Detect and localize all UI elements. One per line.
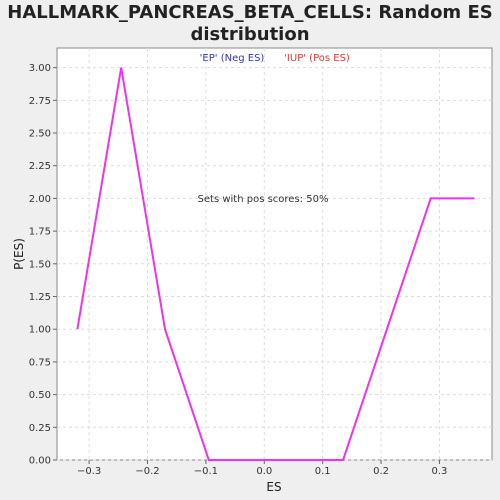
- x-tick-label: 0.2: [373, 466, 389, 477]
- legend-neg-label: 'EP' (Neg ES): [200, 53, 265, 64]
- y-tick-label: 2.75: [29, 96, 51, 107]
- y-tick-label: 3.00: [29, 63, 51, 74]
- y-tick-label: 0.25: [29, 423, 51, 434]
- y-tick-label: 2.00: [29, 194, 51, 205]
- legend-pos-label: 'IUP' (Pos ES): [284, 53, 350, 64]
- y-tick-label: 0.50: [29, 390, 51, 401]
- y-tick-label: 2.25: [29, 161, 51, 172]
- y-tick-label: 1.75: [29, 227, 51, 238]
- y-tick-label: 1.50: [29, 259, 51, 270]
- x-tick-label: −0.1: [194, 466, 218, 477]
- x-tick-label: −0.2: [135, 466, 159, 477]
- x-tick-label: 0.1: [315, 466, 331, 477]
- y-tick-label: 2.50: [29, 129, 51, 140]
- x-tick-label: −0.3: [77, 466, 101, 477]
- y-tick-label: 0.00: [29, 456, 51, 467]
- y-axis-label: P(ES): [12, 238, 26, 270]
- y-tick-label: 0.75: [29, 357, 51, 368]
- x-axis-label: ES: [266, 480, 281, 494]
- y-tick-label: 1.25: [29, 292, 51, 303]
- x-tick-label: 0.3: [431, 466, 447, 477]
- annotation-pos-scores: Sets with pos scores: 50%: [198, 194, 329, 205]
- y-tick-label: 1.00: [29, 325, 51, 336]
- x-tick-label: 0.0: [256, 466, 272, 477]
- plot-area: [57, 48, 492, 460]
